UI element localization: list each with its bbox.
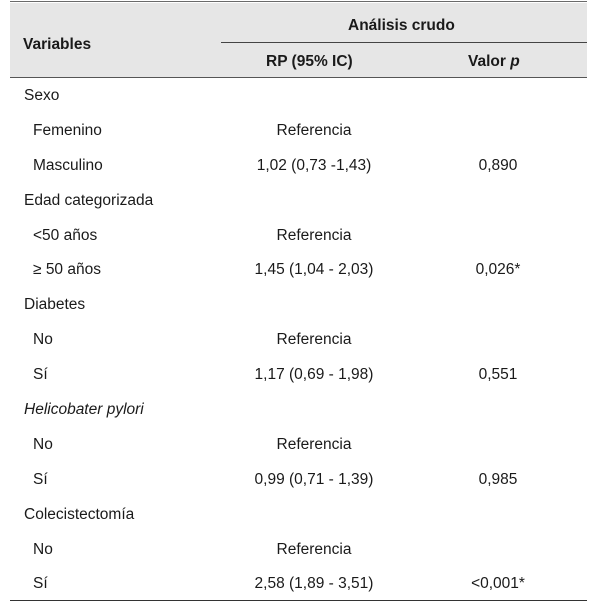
p-value: 0,551: [478, 366, 518, 384]
variable-level-label: ≥ 50 años: [33, 261, 101, 279]
variable-level-label: No: [33, 331, 53, 349]
valor-label: Valor: [468, 53, 506, 70]
variable-group-label: Sexo: [24, 87, 60, 104]
p-value-column-header: Valor p: [468, 53, 520, 71]
rp-value: Referencia: [276, 540, 352, 558]
variable-level-label: Masculino: [33, 156, 103, 174]
table-row: <50 años Referencia: [10, 218, 587, 253]
rp-column-header: RP (95% IC): [266, 53, 353, 70]
rp-value: Referencia: [276, 435, 352, 453]
p-value: 0,985: [478, 470, 518, 488]
header-bottom-rule: [10, 77, 587, 78]
table-row: Colecistectomía: [10, 497, 587, 532]
variable-level-label: Sí: [33, 470, 48, 488]
rp-value: Referencia: [276, 121, 352, 139]
variable-group-label: Colecistectomía: [24, 505, 135, 523]
rp-value: Referencia: [276, 226, 352, 244]
rp-value: 2,58 (1,89 - 3,51): [254, 575, 374, 593]
variable-level-label: No: [33, 540, 53, 558]
table-row: Edad categorizada: [10, 183, 587, 218]
p-value: 0,026*: [475, 261, 521, 279]
table-header: Variables Análisis crudo RP (95% IC) Val…: [10, 3, 587, 77]
rp-value: 0,99 (0,71 - 1,39): [254, 470, 374, 488]
table-row: Helicobater pylori: [10, 392, 587, 427]
table-bottom-rule: [10, 600, 587, 601]
p-value: 0,890: [478, 156, 518, 174]
table-row: Sí 1,17 (0,69 - 1,98) 0,551: [10, 357, 587, 392]
rp-value: 1,02 (0,73 -1,43): [256, 156, 372, 174]
table-row: No Referencia: [10, 532, 587, 567]
table-row: Masculino 1,02 (0,73 -1,43) 0,890: [10, 148, 587, 183]
table-row: No Referencia: [10, 427, 587, 462]
variable-group-label: Edad categorizada: [24, 191, 154, 209]
rp-value: 1,45 (1,04 - 2,03): [254, 261, 374, 279]
variable-group-label: Helicobater pylori: [24, 401, 144, 419]
table-row: Femenino Referencia: [10, 113, 587, 148]
table-row: ≥ 50 años 1,45 (1,04 - 2,03) 0,026*: [10, 252, 587, 287]
rp-value: Referencia: [276, 331, 352, 349]
table-row: Diabetes: [10, 287, 587, 322]
variables-column-header: Variables: [23, 36, 92, 53]
variable-level-label: Femenino: [33, 121, 102, 139]
table-top-rule: [10, 1, 587, 2]
rp-value: 1,17 (0,69 - 1,98): [254, 366, 374, 384]
variable-level-label: Sí: [33, 366, 48, 384]
variable-level-label: <50 años: [33, 226, 98, 244]
analysis-group-header: Análisis crudo: [348, 17, 455, 34]
variable-group-label: Diabetes: [24, 296, 86, 314]
table-row: No Referencia: [10, 322, 587, 357]
table-row: Sí 0,99 (0,71 - 1,39) 0,985: [10, 462, 587, 497]
p-value: <0,001*: [471, 575, 525, 593]
table-row: Sexo: [10, 78, 587, 113]
variable-level-label: No: [33, 435, 53, 453]
table-body: Sexo Femenino Referencia Masculino 1,02 (0,7…: [10, 78, 587, 601]
p-label: p: [510, 53, 520, 70]
variable-level-label: Sí: [33, 575, 48, 593]
table-row: Sí 2,58 (1,89 - 3,51) <0,001*: [10, 566, 587, 601]
group-header-rule: [221, 42, 587, 43]
